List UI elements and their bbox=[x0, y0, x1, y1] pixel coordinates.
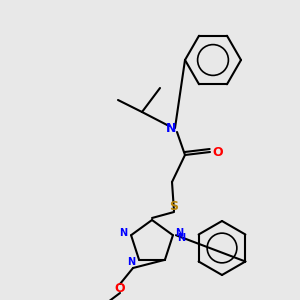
Text: O: O bbox=[213, 146, 223, 158]
Text: N: N bbox=[119, 228, 127, 238]
Text: N: N bbox=[127, 257, 135, 267]
Text: S: S bbox=[169, 200, 178, 214]
Text: N: N bbox=[166, 122, 176, 134]
Text: O: O bbox=[115, 281, 125, 295]
Text: N: N bbox=[177, 233, 185, 243]
Text: N: N bbox=[175, 228, 183, 238]
